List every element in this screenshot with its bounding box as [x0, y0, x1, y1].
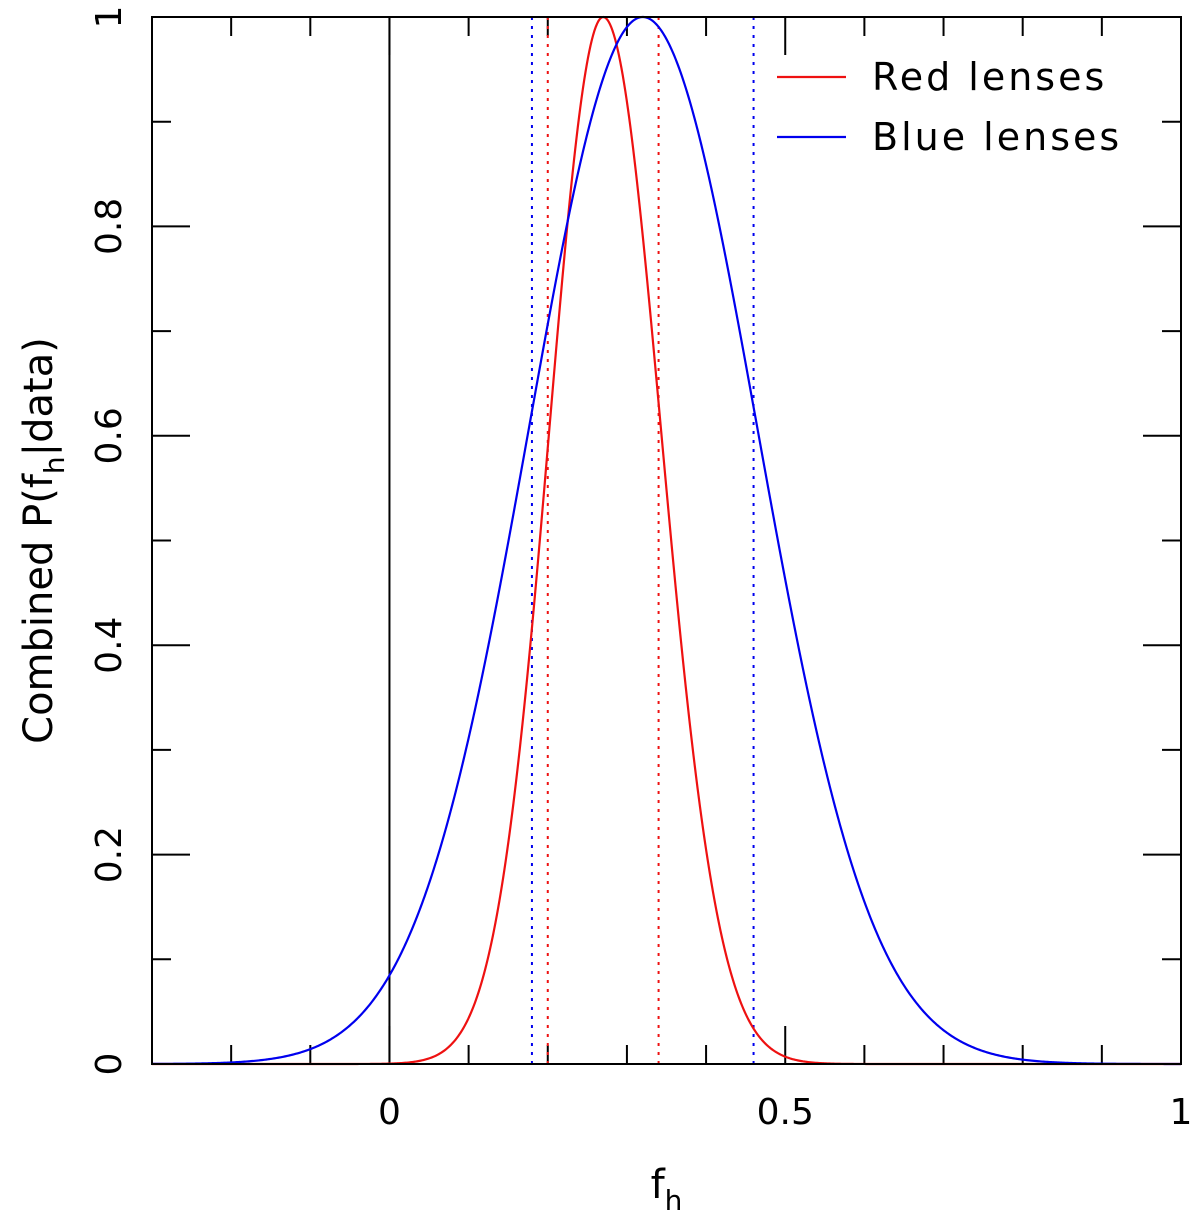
y-axis-label-subscript: h [38, 456, 71, 474]
y-tick-label: 0.2 [89, 826, 130, 883]
y-tick-label: 0.8 [89, 198, 130, 255]
plot-frame [151, 16, 1182, 1065]
y-tick-label: 1 [89, 6, 130, 29]
y-axis-label: Combined P(fh|data) [16, 337, 71, 744]
y-axis-label-main: Combined P(f [16, 473, 62, 744]
series-lines [152, 15, 1181, 1066]
legend-label-red-lenses: Red lenses [872, 55, 1107, 99]
y-axis-label-tail: |data) [16, 337, 62, 456]
x-tick-label: 1 [1170, 1092, 1193, 1133]
y-tick-label: 0.6 [89, 407, 130, 464]
x-tick-label: 0.5 [757, 1092, 814, 1133]
y-tick-label: 0 [89, 1053, 130, 1076]
y-tick-label: 0.4 [89, 617, 130, 674]
x-axis-label-main: f [651, 1162, 666, 1208]
x-tick-labels: 0 0.5 1 [378, 1092, 1192, 1133]
x-axis-label: fh [651, 1162, 683, 1215]
interval-bounds [530, 17, 755, 1064]
y-tick-labels: 0 0.2 0.4 0.6 0.8 1 [89, 6, 130, 1076]
x-axis-label-subscript: h [665, 1184, 683, 1215]
x-tick-label: 0 [378, 1092, 401, 1133]
legend-label-blue-lenses: Blue lenses [872, 115, 1122, 159]
blue-lenses-curve [152, 15, 1181, 1066]
ticks [151, 16, 1182, 1065]
legend: Red lenses Blue lenses [777, 55, 1122, 159]
red-lenses-curve [152, 15, 1181, 1066]
